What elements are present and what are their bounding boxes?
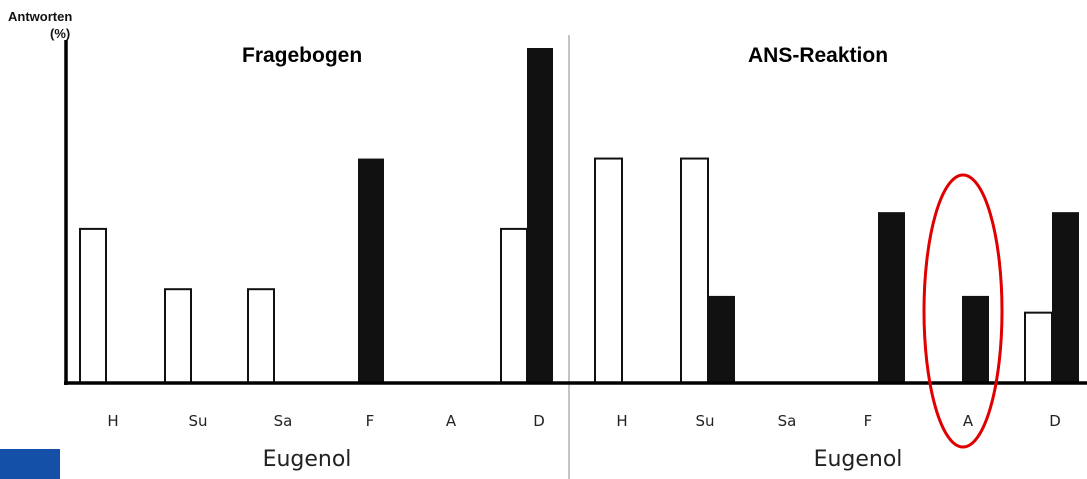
highlight-ellipse <box>922 173 1004 449</box>
bar-filled-1-f <box>878 212 905 383</box>
x-axis-label-0: Eugenol <box>263 447 352 472</box>
tick-label-1-f: F <box>864 412 873 430</box>
bar-open-0-h <box>79 227 107 384</box>
chart-title-fragebogen: Fragebogen <box>242 44 363 67</box>
tick-label-0-a: A <box>446 412 457 430</box>
tick-label-1-h: H <box>616 412 627 430</box>
tick-label-0-h: H <box>107 412 118 430</box>
bar-open-0-su <box>164 288 192 385</box>
chart-title-ans-reaktion: ANS-Reaktion <box>748 44 889 67</box>
bar-filled-1-d <box>1052 212 1079 383</box>
bar-filled-1-a <box>962 295 989 383</box>
corner-badge <box>0 449 60 479</box>
bar-open-1-d <box>1024 311 1053 384</box>
y-axis-label-line1: Antworten <box>8 9 73 24</box>
bar-filled-0-d <box>527 48 553 383</box>
y-axis-label-line2: (%) <box>50 26 71 41</box>
bar-open-1-h <box>594 157 623 384</box>
bar-filled-0-f <box>358 158 384 383</box>
tick-label-0-su: Su <box>188 412 207 430</box>
tick-label-1-d: D <box>1049 412 1061 430</box>
tick-label-0-sa: Sa <box>274 412 293 430</box>
bar-open-0-d <box>500 227 528 384</box>
tick-label-0-f: F <box>366 412 375 430</box>
tick-label-0-d: D <box>533 412 545 430</box>
tick-label-1-sa: Sa <box>778 412 797 430</box>
bar-open-1-su <box>680 157 709 384</box>
x-axis-label-1: Eugenol <box>814 447 903 472</box>
tick-label-1-su: Su <box>695 412 714 430</box>
bar-filled-1-su <box>708 295 735 383</box>
tick-label-1-a: A <box>963 412 974 430</box>
y-axis-label: Antworten (%) <box>8 8 104 42</box>
bar-open-0-sa <box>247 288 275 385</box>
